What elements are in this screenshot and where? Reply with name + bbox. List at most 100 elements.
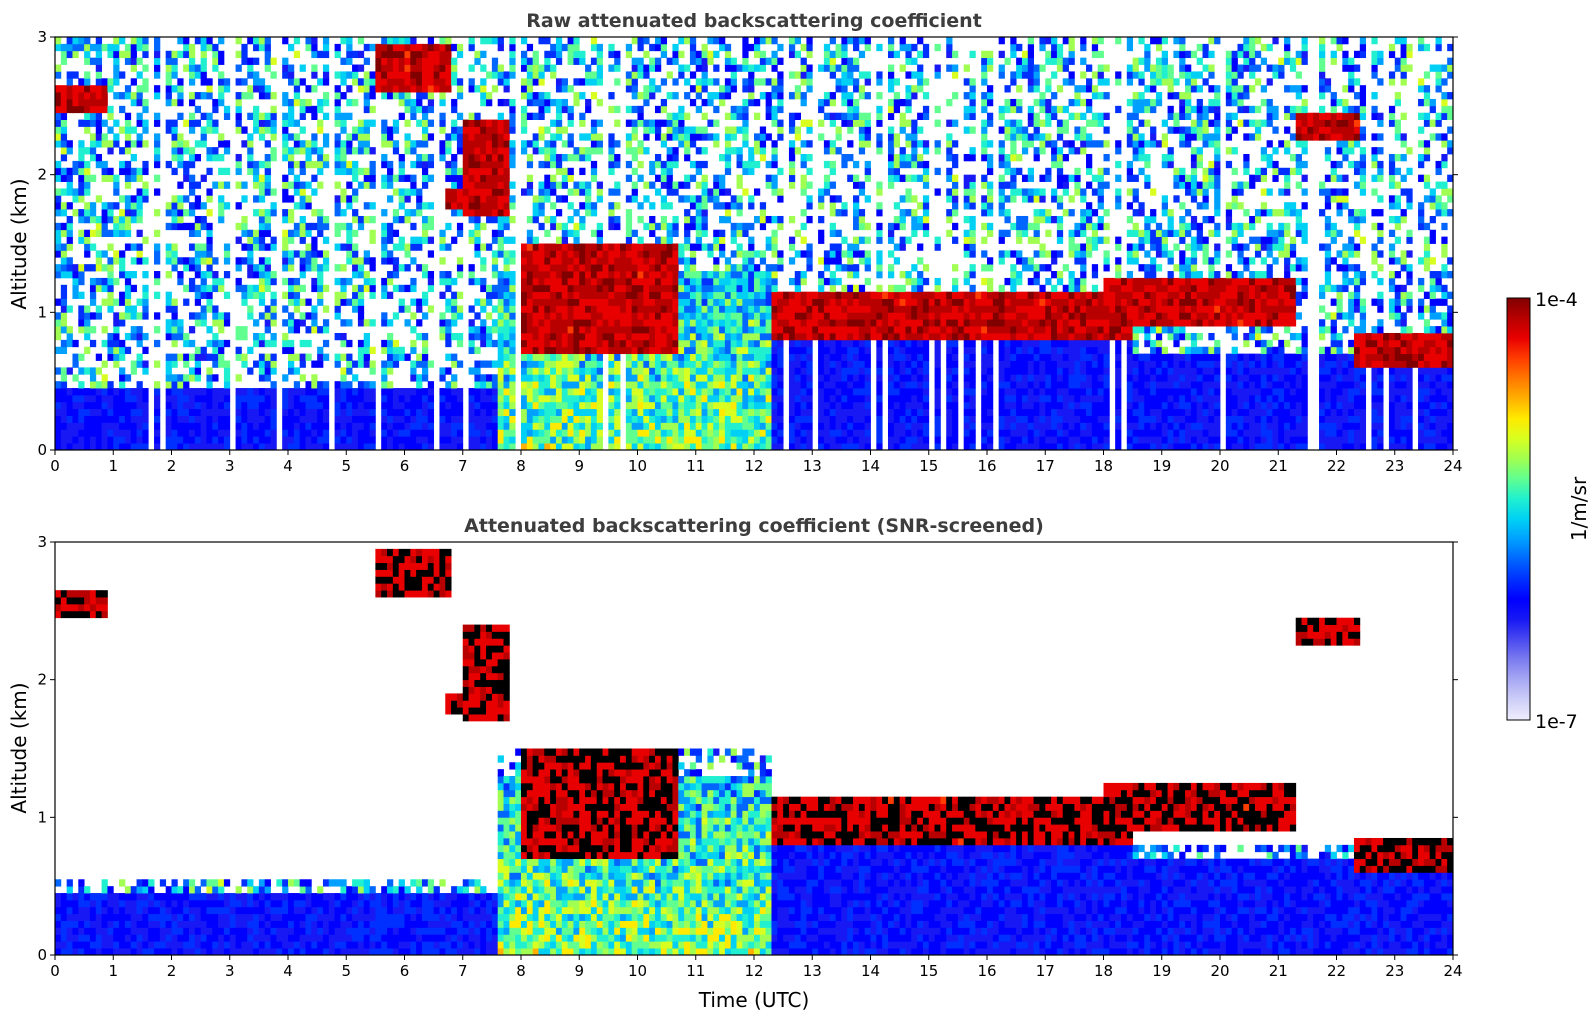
heatmap-cell bbox=[247, 291, 254, 299]
heatmap-cell bbox=[322, 112, 330, 120]
heatmap-cell bbox=[89, 133, 97, 141]
heatmap-cell bbox=[264, 181, 271, 189]
heatmap-cell bbox=[631, 298, 638, 306]
heatmap-cell bbox=[800, 346, 807, 355]
heatmap-cell bbox=[590, 388, 598, 396]
heatmap-cell bbox=[113, 415, 120, 423]
heatmap-cell bbox=[421, 126, 429, 134]
heatmap-cell bbox=[474, 401, 481, 410]
heatmap-cell bbox=[794, 312, 801, 320]
heatmap-cell bbox=[387, 167, 394, 176]
heatmap-cell bbox=[759, 353, 767, 361]
heatmap-cell bbox=[340, 415, 347, 423]
heatmap-cell bbox=[509, 298, 516, 306]
heatmap-cell bbox=[340, 408, 347, 416]
heatmap-cell bbox=[334, 243, 341, 251]
heatmap-cell bbox=[340, 188, 347, 196]
heatmap-cell bbox=[317, 422, 324, 430]
heatmap-cell bbox=[60, 401, 68, 410]
heatmap-cell bbox=[218, 92, 225, 100]
heatmap-cell bbox=[713, 305, 720, 313]
heatmap-cell bbox=[509, 236, 516, 244]
heatmap-cell bbox=[451, 415, 458, 423]
heatmap-cell bbox=[445, 271, 452, 279]
heatmap-cell bbox=[130, 332, 137, 341]
heatmap-cell bbox=[538, 71, 545, 79]
heatmap-cell bbox=[165, 57, 172, 65]
heatmap-cell bbox=[258, 443, 266, 450]
heatmap-cell bbox=[421, 78, 429, 86]
heatmap-cell bbox=[544, 188, 551, 196]
heatmap-cell bbox=[614, 264, 621, 272]
heatmap-cell bbox=[363, 353, 370, 361]
heatmap-cell bbox=[684, 319, 691, 327]
heatmap-cell bbox=[264, 43, 271, 52]
heatmap-cell bbox=[416, 119, 423, 127]
heatmap-cell bbox=[369, 291, 376, 299]
heatmap-cell bbox=[538, 112, 545, 120]
heatmap-cell bbox=[666, 332, 673, 341]
heatmap-cell bbox=[398, 264, 405, 272]
heatmap-cell bbox=[264, 222, 271, 231]
heatmap-cell bbox=[649, 264, 656, 272]
heatmap-cell bbox=[124, 174, 132, 182]
heatmap-cell bbox=[497, 222, 504, 231]
heatmap-cell bbox=[503, 250, 510, 258]
heatmap-cell bbox=[89, 408, 97, 416]
heatmap-cell bbox=[573, 422, 580, 430]
heatmap-cell bbox=[544, 298, 551, 306]
heatmap-cell bbox=[188, 277, 196, 286]
heatmap-cell bbox=[695, 346, 702, 355]
heatmap-cell bbox=[526, 319, 534, 327]
heatmap-cell bbox=[771, 360, 778, 368]
heatmap-cell bbox=[678, 436, 685, 444]
heatmap-cell bbox=[480, 78, 487, 86]
heatmap-cell bbox=[800, 312, 807, 320]
heatmap-cell bbox=[590, 250, 598, 258]
heatmap-cell bbox=[474, 195, 481, 203]
heatmap-cell bbox=[107, 202, 114, 210]
heatmap-cell bbox=[95, 140, 103, 148]
heatmap-cell bbox=[480, 264, 487, 272]
heatmap-cell bbox=[113, 229, 120, 238]
heatmap-cell bbox=[608, 50, 615, 59]
heatmap-cell bbox=[590, 257, 598, 265]
heatmap-cell bbox=[550, 360, 557, 368]
heatmap-cell bbox=[521, 319, 528, 327]
heatmap-cell bbox=[136, 202, 143, 210]
heatmap-cell bbox=[491, 443, 499, 450]
heatmap-cell bbox=[497, 298, 504, 306]
heatmap-cell bbox=[689, 202, 697, 210]
heatmap-cell bbox=[521, 408, 528, 416]
heatmap-cell bbox=[777, 222, 784, 231]
heatmap-cell bbox=[84, 105, 91, 114]
heatmap-cell bbox=[497, 119, 504, 127]
heatmap-cell bbox=[142, 160, 149, 169]
heatmap-cell bbox=[66, 243, 73, 251]
heatmap-cell bbox=[689, 374, 697, 382]
heatmap-cell bbox=[369, 85, 376, 93]
heatmap-cell bbox=[806, 388, 813, 396]
heatmap-cell bbox=[451, 298, 458, 306]
heatmap-cell bbox=[532, 319, 539, 327]
heatmap-cell bbox=[206, 229, 213, 238]
heatmap-cell bbox=[649, 126, 656, 134]
heatmap-cell bbox=[369, 174, 376, 182]
heatmap-cell bbox=[497, 71, 504, 79]
heatmap-cell bbox=[427, 388, 435, 396]
heatmap-cell bbox=[200, 43, 207, 52]
heatmap-cell bbox=[695, 388, 702, 396]
heatmap-cell bbox=[357, 264, 365, 272]
heatmap-cell bbox=[398, 195, 405, 203]
heatmap-cell bbox=[724, 436, 732, 444]
heatmap-cell bbox=[765, 264, 772, 272]
heatmap-cell bbox=[771, 64, 778, 72]
heatmap-cell bbox=[666, 394, 673, 403]
heatmap-cell bbox=[620, 339, 627, 348]
heatmap-cell bbox=[660, 243, 668, 251]
heatmap-cell bbox=[579, 381, 586, 389]
heatmap-cell bbox=[742, 119, 749, 127]
heatmap-cell bbox=[480, 436, 487, 444]
heatmap-cell bbox=[247, 401, 254, 410]
heatmap-cell bbox=[561, 422, 569, 430]
